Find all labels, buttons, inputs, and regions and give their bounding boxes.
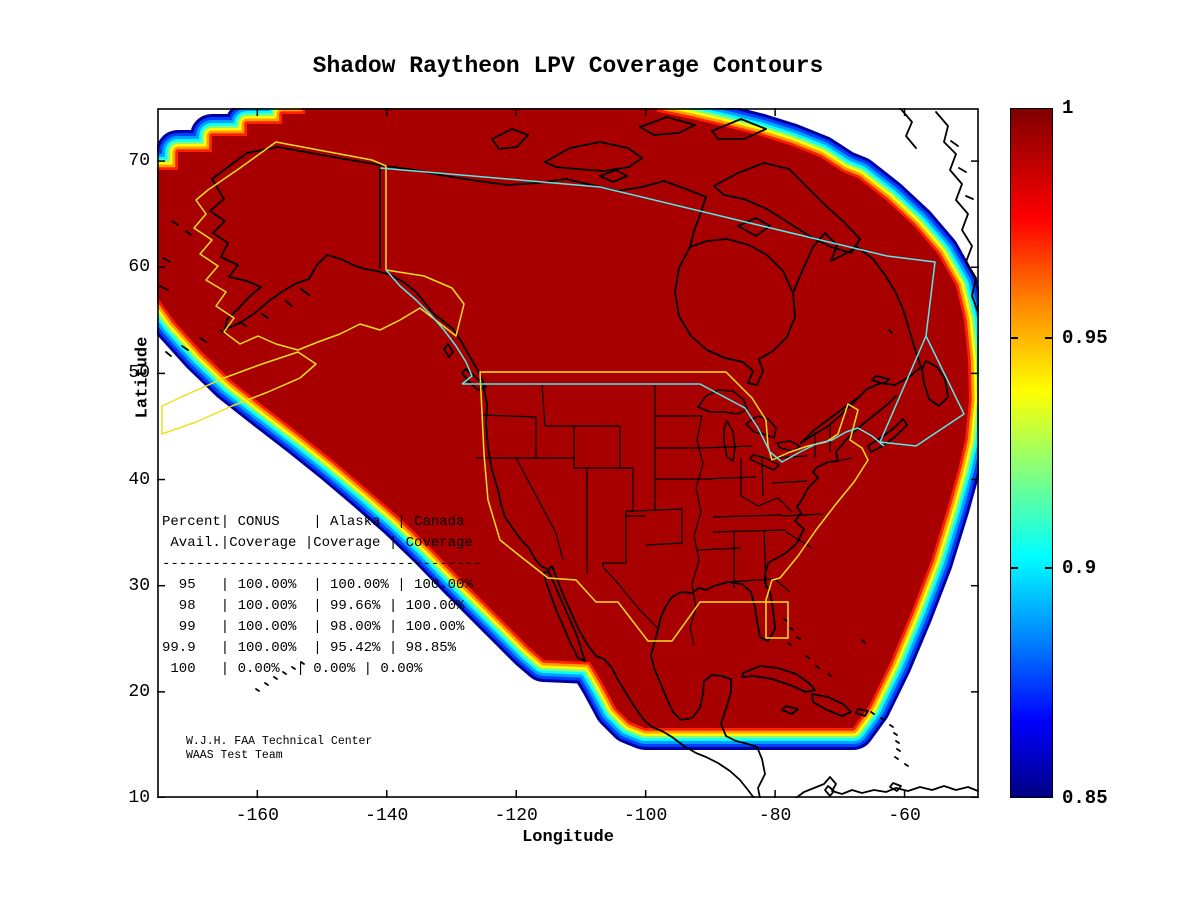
coastline — [811, 693, 852, 717]
coastline — [899, 108, 917, 149]
colorbar-tick-label: 0.95 — [1062, 327, 1108, 349]
credit-line-2: WAAS Test Team — [186, 749, 283, 762]
x-axis-label: Longitude — [522, 828, 614, 847]
coastline — [889, 782, 902, 792]
y-tick-label: 20 — [128, 681, 150, 702]
x-tick-label: -60 — [888, 806, 921, 826]
coastline — [461, 368, 487, 391]
colorbar-tick-label: 0.85 — [1062, 787, 1108, 809]
y-tick-label: 30 — [128, 575, 150, 596]
credit-text: W.J.H. FAA Technical Center WAAS Test Te… — [186, 735, 372, 763]
coastline — [861, 329, 893, 644]
conus-service-volume-boundary — [479, 371, 869, 642]
x-tick-label: -160 — [235, 806, 279, 826]
arctic-islands-outline — [491, 116, 861, 254]
coastline — [871, 375, 890, 385]
coastline — [781, 705, 799, 715]
colorbar-tick-mark — [1010, 567, 1018, 569]
coverage-contour-map — [157, 108, 979, 798]
coverage-statistics-table: Percent| CONUS | Alaska | Canada Avail.|… — [162, 514, 482, 677]
coastline — [855, 708, 869, 717]
x-tick-label: -100 — [624, 806, 668, 826]
title-line-1: Shadow Raytheon LPV Coverage Contours — [312, 53, 824, 79]
plot-border — [157, 108, 979, 798]
colorbar-tick-mark — [1010, 337, 1018, 339]
coastline — [443, 343, 454, 358]
alaska-service-volume-boundary — [161, 141, 465, 435]
y-tick-label: 60 — [128, 257, 150, 278]
x-tick-label: -140 — [365, 806, 409, 826]
coastline — [741, 665, 816, 693]
coastline — [950, 140, 974, 200]
colorbar — [1010, 108, 1053, 798]
coastline — [857, 395, 897, 429]
coastline — [824, 785, 835, 797]
coastline — [482, 383, 755, 798]
coastline — [159, 220, 192, 291]
coastline — [870, 711, 909, 767]
coastline — [650, 427, 859, 798]
great-lakes-outline — [697, 389, 801, 471]
coastline — [209, 146, 454, 330]
coastline — [543, 571, 586, 662]
credit-line-1: W.J.H. FAA Technical Center — [186, 735, 373, 748]
y-tick-label: 70 — [128, 151, 150, 172]
coastline — [783, 618, 832, 677]
y-tick-label: 50 — [128, 363, 150, 384]
colorbar-tick-mark — [1045, 567, 1053, 569]
coastline — [935, 111, 979, 313]
colorbar-tick-label: 1 — [1062, 97, 1074, 119]
coastline — [921, 360, 949, 407]
coastline — [255, 661, 305, 692]
colorbar-tick-mark — [1045, 337, 1053, 339]
coastline — [674, 238, 796, 386]
canada-service-volume-boundary — [379, 167, 965, 463]
x-tick-label: -80 — [758, 806, 792, 826]
coastline — [452, 328, 484, 385]
coastline — [165, 288, 310, 357]
coastline — [795, 776, 979, 798]
y-tick-label: 40 — [128, 469, 150, 490]
x-tick-label: -120 — [494, 806, 538, 826]
colorbar-tick-label: 0.9 — [1062, 557, 1097, 579]
coastline — [800, 394, 862, 444]
coastline — [867, 418, 908, 453]
y-tick-label: 10 — [128, 788, 150, 808]
